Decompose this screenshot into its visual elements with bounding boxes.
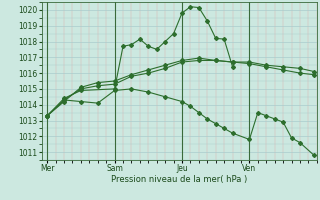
X-axis label: Pression niveau de la mer( hPa ): Pression niveau de la mer( hPa ) <box>111 175 247 184</box>
